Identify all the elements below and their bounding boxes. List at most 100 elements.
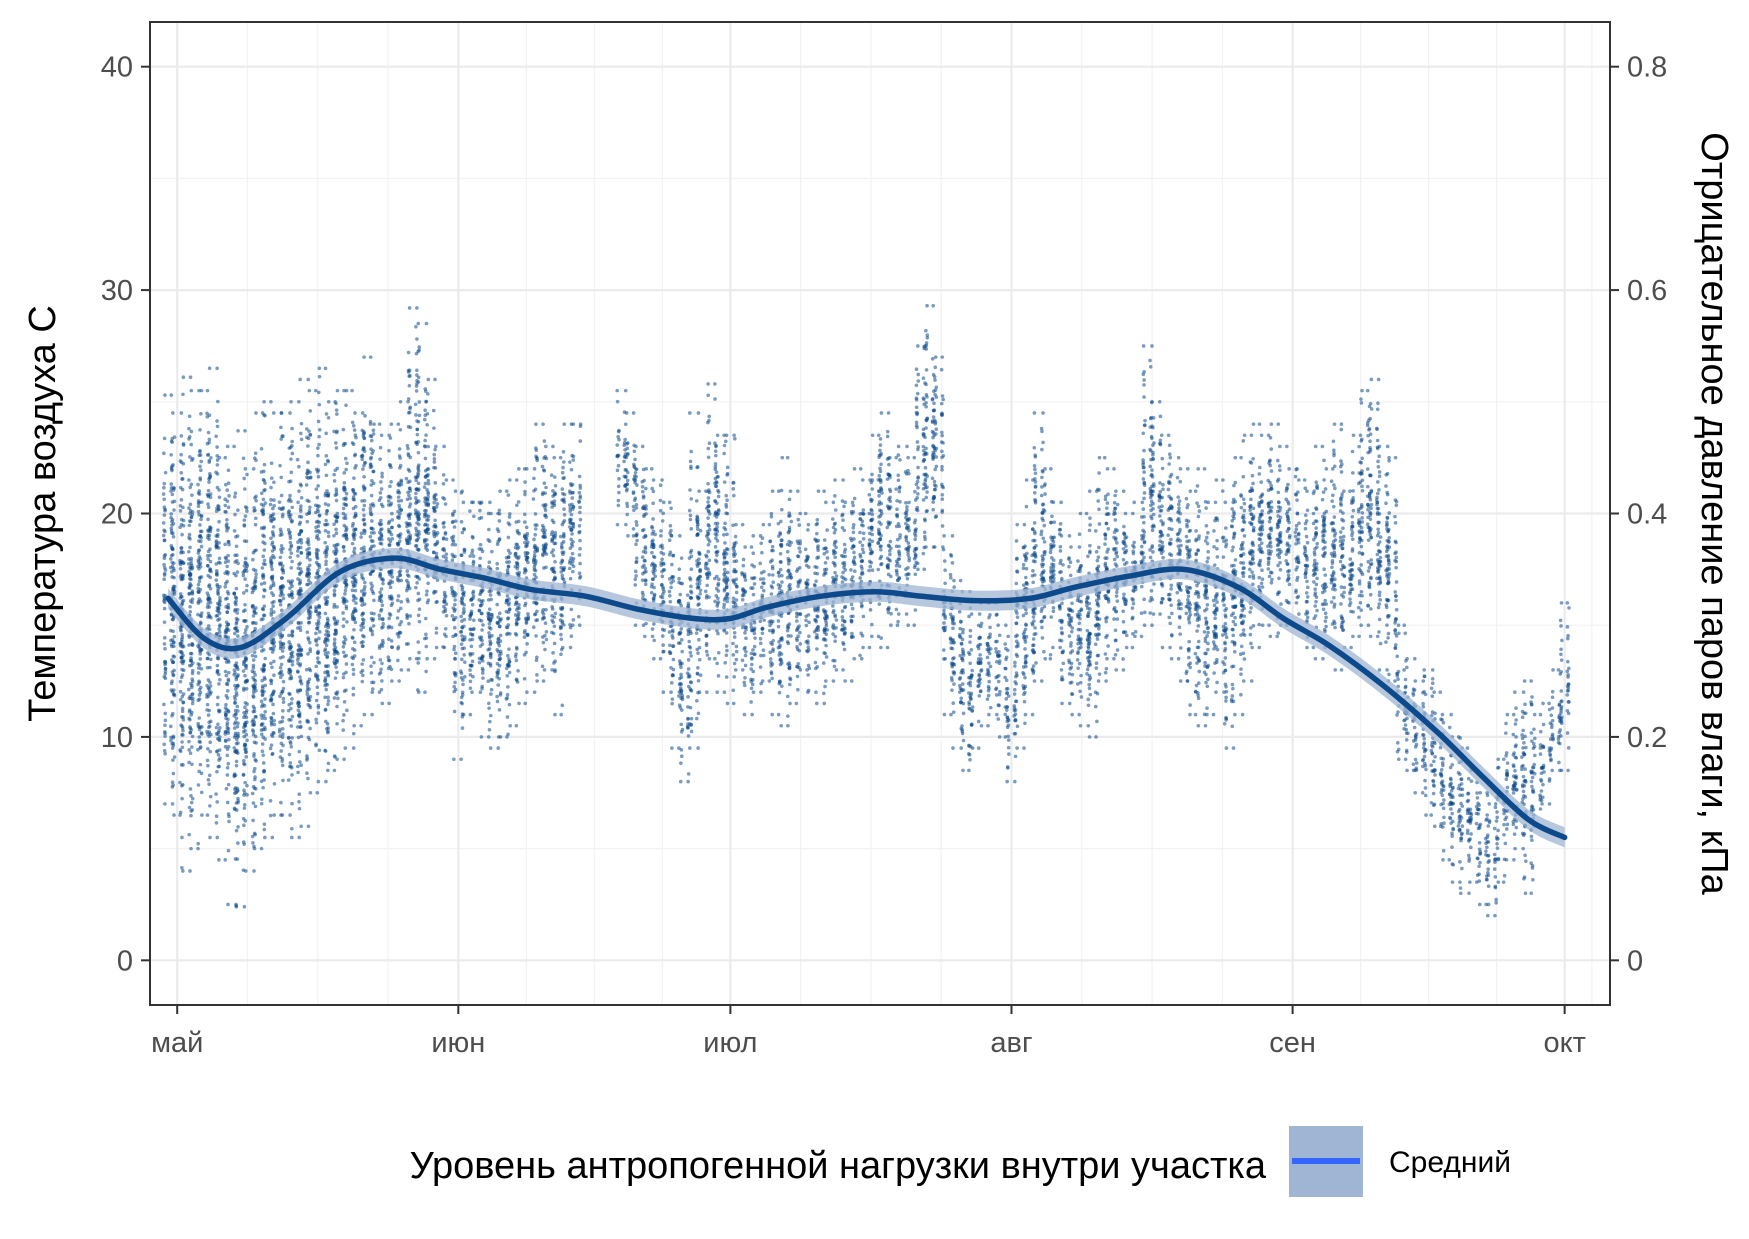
data-point: [225, 488, 229, 492]
data-point: [290, 505, 295, 510]
data-point: [207, 724, 212, 728]
data-point: [180, 532, 184, 537]
data-point: [296, 704, 301, 708]
data-point: [325, 768, 330, 773]
data-point: [578, 517, 583, 522]
data-point: [423, 456, 428, 461]
data-point: [426, 581, 430, 586]
data-point: [181, 461, 186, 466]
data-point: [162, 538, 167, 543]
data-point: [288, 445, 293, 450]
data-point: [305, 630, 310, 634]
data-point: [553, 483, 558, 488]
data-point: [571, 454, 576, 459]
data-point: [378, 670, 383, 675]
data-point: [505, 693, 510, 697]
data-point: [379, 599, 384, 604]
data-point: [516, 545, 521, 549]
data-point: [435, 539, 440, 544]
data-point: [290, 630, 295, 635]
data-point: [225, 689, 230, 693]
data-point: [217, 617, 222, 621]
data-point: [553, 559, 557, 564]
data-point: [196, 548, 201, 553]
data-point: [335, 412, 339, 416]
data-point: [352, 648, 357, 652]
data-point: [542, 468, 547, 473]
data-point: [490, 615, 494, 619]
data-point: [206, 488, 211, 493]
data-point: [262, 689, 266, 694]
data-point: [224, 673, 229, 678]
data-point: [242, 806, 247, 810]
data-point: [353, 527, 358, 532]
data-point: [218, 725, 222, 730]
data-point: [406, 370, 411, 374]
data-point: [226, 622, 231, 627]
data-point: [189, 583, 193, 588]
data-point: [172, 755, 177, 759]
data-point: [215, 463, 220, 467]
data-point: [290, 595, 295, 600]
data-point: [559, 632, 563, 637]
data-point: [162, 636, 167, 640]
data-point: [171, 584, 176, 589]
data-point: [407, 521, 412, 526]
data-point: [314, 639, 319, 643]
data-point: [190, 701, 195, 706]
data-point: [523, 603, 527, 608]
data-point: [425, 487, 429, 492]
data-point: [199, 468, 203, 473]
data-point: [270, 540, 275, 545]
data-point: [223, 482, 228, 487]
data-point: [578, 494, 583, 498]
data-point: [432, 452, 437, 457]
data-point: [215, 835, 220, 840]
data-point: [241, 591, 246, 595]
data-point: [187, 635, 192, 639]
data-point: [316, 660, 320, 664]
data-point: [316, 474, 321, 479]
data-point: [507, 597, 511, 601]
data-point: [459, 671, 464, 676]
data-point: [407, 574, 411, 578]
data-point: [552, 503, 557, 508]
data-point: [368, 355, 373, 359]
data-point: [359, 723, 363, 728]
data-point: [389, 571, 394, 576]
data-point: [236, 429, 240, 433]
data-point: [543, 491, 547, 495]
data-point: [286, 778, 291, 782]
data-point: [415, 427, 420, 432]
data-point: [232, 668, 237, 672]
data-point: [643, 550, 648, 555]
data-point: [387, 448, 391, 453]
data-point: [208, 794, 213, 799]
data-point: [243, 673, 247, 678]
data-point: [207, 614, 212, 619]
data-point: [390, 679, 394, 683]
data-point: [688, 595, 693, 600]
data-point: [397, 516, 401, 521]
data-point: [325, 545, 329, 549]
data-point: [390, 536, 395, 541]
data-point: [297, 711, 302, 715]
data-point: [507, 670, 512, 675]
data-point: [369, 455, 374, 460]
data-point: [253, 516, 258, 521]
data-point: [181, 728, 185, 733]
data-point: [670, 562, 674, 567]
data-point: [362, 475, 366, 479]
data-point: [172, 640, 176, 645]
data-point: [254, 688, 258, 693]
data-point: [688, 488, 692, 492]
data-point: [289, 457, 293, 461]
data-point: [324, 559, 328, 564]
data-point: [542, 532, 547, 536]
data-point: [562, 492, 567, 497]
data-point: [253, 654, 258, 659]
data-point: [417, 413, 422, 418]
data-point: [352, 723, 356, 728]
data-point: [415, 581, 419, 585]
data-point: [468, 554, 472, 558]
